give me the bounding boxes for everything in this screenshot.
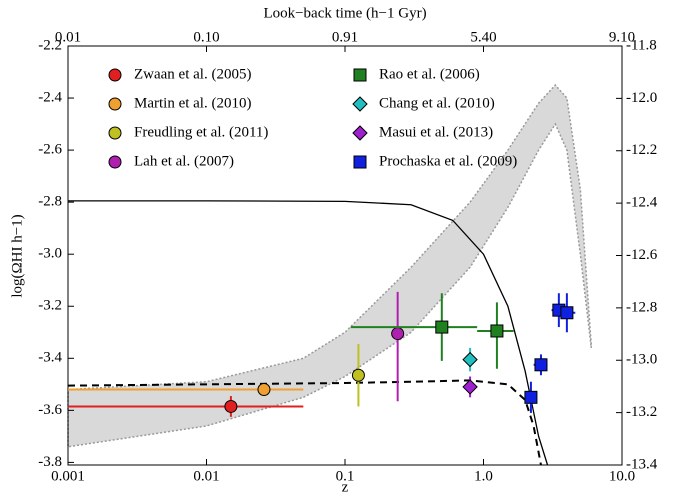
legend-marker (108, 155, 122, 169)
legend-label: Rao et al. (2006) (379, 66, 480, 82)
x-tick-label: 0.001 (51, 468, 85, 484)
data-point (490, 324, 504, 338)
x-tick-label: 1.0 (474, 468, 493, 484)
legend-label: Martin et al. (2010) (134, 95, 251, 111)
x-axis-label: z (342, 479, 349, 495)
data-point (462, 351, 478, 368)
legend-label: Freudling et al. (2011) (134, 124, 268, 140)
y-tick-label: -3.6 (38, 402, 62, 418)
y2-tick-label: -11.8 (626, 37, 657, 53)
y-tick-label: -3.2 (38, 298, 62, 314)
y-tick-label: -3.4 (38, 350, 62, 366)
model-band (67, 83, 593, 448)
y2-tick-label: -12.2 (626, 142, 657, 158)
legend-label: Lah et al. (2007) (134, 153, 234, 169)
y2-tick-label: -12.0 (626, 90, 657, 106)
data-point (351, 368, 365, 382)
data-point (435, 320, 449, 334)
x-tick-label: 10.0 (609, 468, 635, 484)
legend-label: Masui et al. (2013) (379, 124, 493, 140)
data-point (534, 358, 548, 372)
legend-marker (108, 68, 122, 82)
x-tick-label: 0.1 (336, 468, 355, 484)
y2-tick-label: -13.4 (626, 456, 658, 472)
legend-marker (353, 68, 367, 82)
legend-marker (353, 155, 367, 169)
y2-tick-label: -13.2 (626, 404, 657, 420)
top-axis-title: Look−back time (h−1 Gyr) (263, 5, 426, 21)
top-tick-label: 9.10 (609, 29, 635, 45)
y-tick-label: -3.8 (38, 454, 62, 470)
top-tick-label: 0.91 (332, 29, 358, 45)
y-tick-label: -2.8 (38, 194, 62, 210)
legend-marker (352, 125, 368, 141)
data-point (462, 379, 478, 395)
y2-tick-label: -12.4 (626, 195, 658, 211)
data-point (560, 306, 574, 320)
top-tick-label: 0.01 (55, 29, 81, 45)
legend-label: Prochaska et al. (2009) (379, 153, 517, 169)
data-point (524, 390, 538, 404)
legend-marker (352, 96, 368, 112)
y-tick-label: -2.6 (38, 142, 62, 158)
y2-tick-label: -13.0 (626, 352, 657, 368)
y-tick-label: -2.4 (38, 89, 62, 105)
data-point (257, 383, 271, 397)
data-point (224, 399, 238, 413)
y2-tick-label: -12.8 (626, 299, 657, 315)
x-tick-label: 0.01 (193, 468, 219, 484)
data-point (391, 327, 405, 341)
legend-marker (108, 97, 122, 111)
legend-marker (108, 126, 122, 140)
y-axis-label: log(ΩHI h−1) (9, 214, 25, 297)
top-tick-label: 5.40 (470, 29, 496, 45)
legend-label: Chang et al. (2010) (379, 95, 495, 111)
y2-tick-label: -12.6 (626, 247, 658, 263)
top-tick-label: 0.10 (193, 29, 219, 45)
y-tick-label: -3.0 (38, 246, 62, 262)
legend-label: Zwaan et al. (2005) (134, 66, 251, 82)
y-tick-label: -2.2 (38, 37, 62, 53)
